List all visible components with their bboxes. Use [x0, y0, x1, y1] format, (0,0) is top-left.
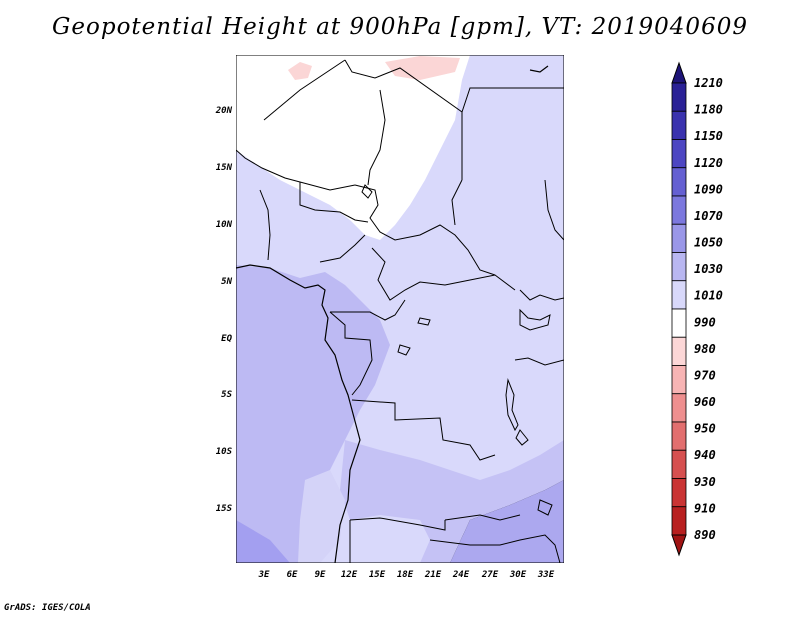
colorbar-bottom-arrow [671, 534, 687, 557]
colorbar-label: 1090 [694, 182, 723, 196]
colorbar-segment [671, 252, 687, 282]
lat-label: 20N [215, 106, 233, 116]
country-borders [236, 59, 564, 563]
colorbar-segment [671, 421, 687, 451]
colorbar: 1210 1180 1150 1120 1090 1070 1050 1030 1010 990 9… [671, 61, 723, 557]
colorbar-segment [671, 449, 687, 479]
colorbar-label: 1030 [694, 262, 723, 276]
lon-label: 24E [452, 570, 470, 580]
lon-label: 15E [369, 570, 386, 580]
lon-label: 9E [315, 570, 326, 580]
colorbar-label: 970 [694, 368, 716, 382]
longitude-axis: 3E 6E 9E 12E 15E 18E 21E 24E 27E 30E 33E [258, 570, 555, 580]
lat-label: 15N [216, 163, 233, 173]
colorbar-label: 910 [694, 501, 716, 515]
lat-label: EQ [221, 334, 232, 344]
colorbar-segment [671, 195, 687, 225]
colorbar-segment [671, 167, 687, 197]
lon-label: 3E [258, 570, 270, 580]
lat-label: 15S [216, 504, 233, 514]
height-field-990 [236, 55, 470, 240]
colorbar-label: 1150 [694, 129, 723, 143]
lakes [361, 184, 553, 516]
colorbar-segment [671, 82, 687, 112]
height-field-1050-sw [236, 520, 290, 563]
height-field-980-a [288, 62, 312, 80]
colorbar-segment [671, 308, 687, 338]
colorbar-top-arrow [671, 61, 687, 84]
colorbar-label: 930 [694, 475, 716, 489]
lat-label: 5N [221, 277, 232, 287]
colorbar-label: 1050 [694, 236, 723, 250]
colorbar-label: 1120 [694, 156, 723, 170]
lon-label: 21E [424, 570, 442, 580]
coastline [236, 65, 549, 563]
colorbar-label: 960 [694, 395, 716, 409]
colorbar-label: 950 [694, 422, 716, 436]
colorbar-label: 940 [694, 448, 716, 462]
colorbar-label: 890 [694, 528, 716, 542]
colorbar-label: 1180 [694, 103, 723, 117]
colorbar-label: 1010 [694, 289, 723, 303]
map-area [236, 55, 564, 563]
lon-label: 30E [509, 570, 527, 580]
colorbar-segment [671, 393, 687, 423]
height-field-1030-west [236, 265, 390, 563]
lat-label: 10S [216, 447, 233, 457]
colorbar-segment [671, 110, 687, 140]
lon-label: 12E [341, 570, 358, 580]
colorbar-segment [671, 478, 687, 508]
colorbar-segment [671, 280, 687, 310]
lon-label: 18E [397, 570, 414, 580]
colorbar-segment [671, 365, 687, 395]
lon-label: 6E [287, 570, 298, 580]
map-title: Geopotential Height at 900hPa [gpm], VT:… [52, 14, 748, 40]
colorbar-label: 1210 [694, 76, 723, 90]
lat-label: 10N [216, 220, 233, 230]
lon-label: 33E [537, 570, 555, 580]
latitude-axis: 20N 15N 10N 5N EQ 5S 10S 15S [215, 106, 233, 514]
colorbar-segment [671, 506, 687, 536]
height-field-980-b [385, 56, 460, 80]
colorbar-segment [671, 336, 687, 366]
lon-label: 27E [481, 570, 499, 580]
colorbar-segment [671, 139, 687, 169]
height-field-1050-se [450, 480, 564, 563]
height-field-1010-sw [298, 470, 345, 563]
credit-text: GrADS: IGES/COLA [4, 603, 91, 613]
colorbar-label: 980 [694, 342, 716, 356]
colorbar-label: 990 [694, 315, 716, 329]
colorbar-segment [671, 223, 687, 253]
lat-label: 5S [221, 390, 232, 400]
colorbar-label: 1070 [694, 209, 723, 223]
